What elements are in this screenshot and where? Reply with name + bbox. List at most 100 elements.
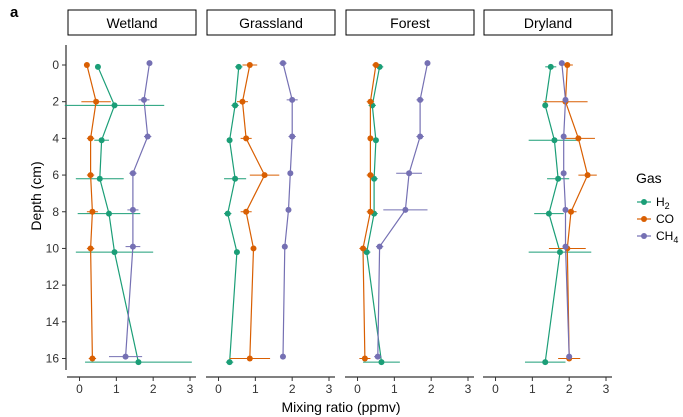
data-point — [367, 135, 374, 142]
y-tick-label: 0 — [52, 58, 59, 72]
data-point — [279, 60, 286, 67]
x-tick-label: 1 — [529, 382, 536, 396]
data-point — [361, 355, 368, 362]
x-tick-label: 2 — [428, 382, 435, 396]
data-point — [105, 210, 112, 217]
series-co — [229, 62, 280, 362]
series-ch4 — [558, 60, 573, 360]
data-point — [360, 245, 367, 252]
data-point — [555, 175, 562, 182]
x-tick-label: 1 — [252, 382, 259, 396]
series-h2 — [524, 63, 592, 366]
data-point — [568, 208, 575, 215]
data-point — [226, 359, 233, 366]
data-point — [140, 96, 147, 103]
data-point — [417, 133, 424, 140]
legend-key-point — [641, 199, 647, 205]
legend-item-h2: H2 — [637, 195, 670, 211]
facet-strip-label: Forest — [390, 15, 430, 31]
y-tick-label: 10 — [46, 241, 60, 255]
data-point — [542, 359, 549, 366]
data-point — [406, 170, 413, 177]
x-tick-label: 2 — [289, 382, 296, 396]
data-point — [129, 170, 136, 177]
series-h2 — [64, 63, 192, 366]
x-tick-label: 1 — [113, 382, 120, 396]
data-point — [367, 98, 374, 105]
y-axis-title: Depth (cm) — [28, 161, 44, 230]
data-point — [87, 172, 94, 179]
data-point — [243, 208, 250, 215]
data-point — [372, 62, 379, 68]
series-h2 — [363, 63, 400, 366]
data-point — [261, 172, 268, 179]
data-point — [235, 63, 242, 70]
series-ch4 — [108, 60, 153, 360]
facet-forest: Forest 0 1 2 3 — [345, 9, 475, 396]
panel-tag: a — [10, 4, 19, 21]
x-tick-label: 3 — [187, 382, 194, 396]
legend-label: CO — [656, 212, 674, 226]
data-point — [575, 135, 582, 142]
data-point — [424, 60, 431, 67]
x-tick-label: 0 — [354, 382, 361, 396]
x-axis-title: Mixing ratio (ppmv) — [281, 399, 400, 415]
x-tick-label: 0 — [215, 382, 222, 396]
y-tick-label: 12 — [46, 278, 60, 292]
x-tick-label: 0 — [492, 382, 499, 396]
legend-label-text: CO — [656, 212, 674, 226]
legend-item-co: CO — [637, 212, 674, 226]
facet-strip — [67, 9, 197, 36]
series-co — [81, 62, 111, 362]
data-point — [233, 249, 240, 256]
data-point — [144, 133, 151, 140]
data-point — [287, 170, 294, 177]
data-point — [135, 359, 142, 366]
x-tick-label: 0 — [76, 382, 83, 396]
facet-strip — [206, 9, 336, 36]
data-point — [279, 353, 286, 360]
data-point — [281, 243, 288, 250]
data-point — [402, 206, 409, 213]
legend-label-subscript: 4 — [673, 235, 678, 245]
x-tick-label: 3 — [465, 382, 472, 396]
data-point — [374, 353, 381, 360]
data-point — [562, 243, 569, 250]
data-point — [232, 175, 239, 182]
data-point — [239, 98, 246, 105]
data-point — [562, 206, 569, 213]
data-point — [542, 102, 549, 109]
data-point — [547, 63, 554, 70]
data-point — [564, 62, 571, 68]
series-co — [359, 62, 380, 362]
data-point — [285, 206, 292, 213]
data-point — [111, 249, 118, 256]
data-point — [556, 249, 563, 256]
data-point — [566, 353, 573, 360]
data-point — [232, 102, 239, 109]
data-point — [558, 60, 565, 67]
data-point — [226, 137, 233, 144]
legend-label-text: CH — [656, 229, 673, 243]
data-point — [224, 210, 231, 217]
y-tick-label: 8 — [52, 205, 59, 219]
data-point — [560, 170, 567, 177]
data-point — [246, 355, 253, 362]
data-point — [584, 172, 591, 179]
data-point — [89, 355, 96, 362]
data-point — [367, 208, 374, 215]
facet-strip-label: Grassland — [239, 15, 303, 31]
data-point — [289, 133, 296, 140]
data-point — [562, 96, 569, 103]
data-point — [98, 137, 105, 144]
data-point — [250, 245, 257, 252]
x-tick-label: 1 — [391, 382, 398, 396]
facet-grassland: Grassland 0 1 2 3 — [206, 9, 336, 396]
data-point — [363, 249, 370, 256]
facet-strip — [345, 9, 475, 36]
legend-item-ch4: CH4 — [637, 229, 678, 245]
data-point — [146, 60, 153, 67]
